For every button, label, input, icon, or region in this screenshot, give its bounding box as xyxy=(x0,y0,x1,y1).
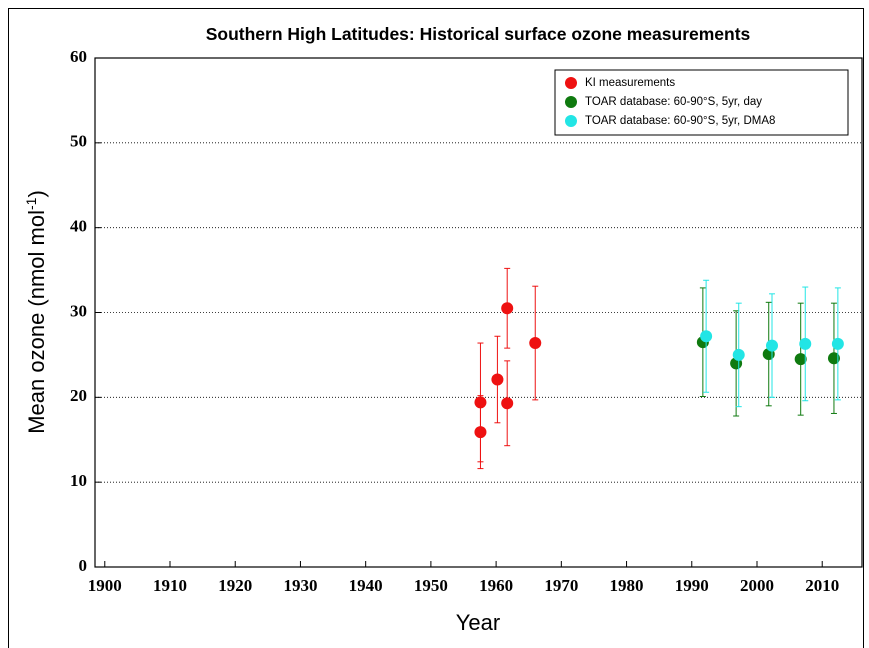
x-tick-label: 1900 xyxy=(88,576,122,595)
plot-frame xyxy=(94,57,863,568)
x-tick-label: 1950 xyxy=(414,576,448,595)
x-tick-label: 2000 xyxy=(740,576,774,595)
legend-marker xyxy=(565,115,577,127)
point xyxy=(501,397,514,410)
point xyxy=(529,337,542,350)
y-label-sup: -1 xyxy=(23,197,39,210)
point xyxy=(794,353,807,366)
y-tick-label: 40 xyxy=(70,217,87,236)
y-tick-label: 10 xyxy=(70,471,87,490)
x-tick-label: 1920 xyxy=(218,576,252,595)
legend-marker xyxy=(565,96,577,108)
y-axis-label: Mean ozone (nmol mol-1) xyxy=(23,190,49,434)
point xyxy=(700,330,713,343)
y-tick-label: 20 xyxy=(70,386,87,405)
x-tick-label: 1970 xyxy=(544,576,578,595)
chart-title: Southern High Latitudes: Historical surf… xyxy=(206,24,751,44)
point xyxy=(765,339,778,352)
point xyxy=(474,426,487,439)
x-tick-label: 1910 xyxy=(153,576,187,595)
frame xyxy=(8,8,864,648)
x-axis-label: Year xyxy=(456,610,500,635)
y-tick-label: 60 xyxy=(70,47,87,66)
x-tick-label: 1960 xyxy=(479,576,513,595)
legend-label: TOAR database: 60-90°S, 5yr, day xyxy=(585,96,762,108)
y-tick-label: 50 xyxy=(70,132,87,151)
point xyxy=(491,373,504,386)
x-tick-label: 1990 xyxy=(675,576,709,595)
x-tick-label: 1980 xyxy=(610,576,644,595)
point xyxy=(827,352,840,365)
y-tick-label: 0 xyxy=(79,556,88,575)
y-tick-label: 30 xyxy=(70,301,87,320)
x-tick-label: 1940 xyxy=(349,576,383,595)
y-label-text: Mean ozone (nmol mol xyxy=(24,210,49,434)
legend-box xyxy=(554,69,849,136)
legend-label: TOAR database: 60-90°S, 5yr, DMA8 xyxy=(585,115,775,127)
legend-marker xyxy=(565,77,577,89)
point xyxy=(831,337,844,350)
point xyxy=(732,348,745,361)
x-tick-label: 2010 xyxy=(805,576,839,595)
legend-label: KI measurements xyxy=(585,77,675,89)
point xyxy=(501,302,514,315)
point xyxy=(799,337,812,350)
y-label-close: ) xyxy=(24,190,49,197)
x-tick-label: 1930 xyxy=(283,576,317,595)
